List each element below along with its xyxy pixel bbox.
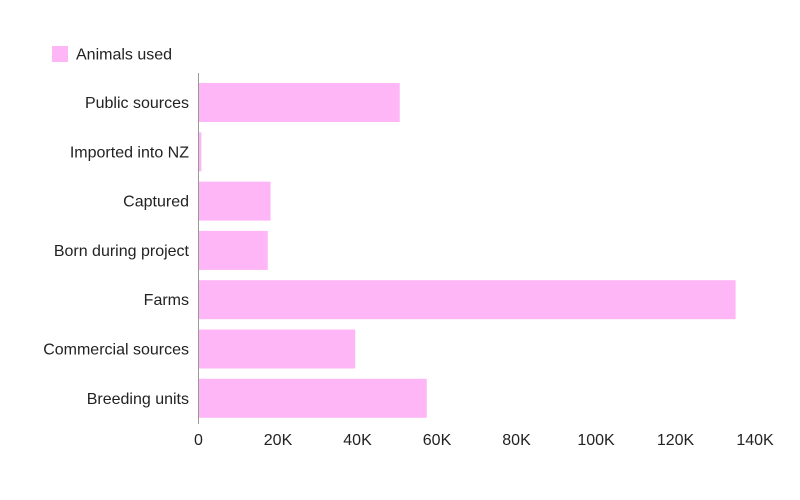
category-labels: Public sources Imported into NZ Captured Bo… [43,95,189,408]
category-label-commercial-sources: Commercial sources [43,342,189,359]
category-label-born-during-project: Born during project [54,243,190,260]
bar-born-during-project [199,230,268,270]
x-tick-label: 140K [736,432,774,449]
bar-imported-into-nz [199,132,202,172]
x-axis-tick-labels: 0 20K 40K 60K 80K 100K 120K 140K [194,432,774,449]
category-label-farms: Farms [144,292,189,309]
x-tick-label: 0 [194,432,203,449]
category-label-imported-into-nz: Imported into NZ [70,144,189,161]
legend: Animals used [52,46,172,64]
bar-breeding-units [199,378,427,418]
category-label-captured: Captured [123,194,189,211]
x-tick-label: 20K [264,432,293,449]
x-tick-label: 80K [502,432,531,449]
category-label-public-sources: Public sources [85,95,189,112]
x-tick-label: 100K [577,432,615,449]
x-tick-label: 120K [657,432,695,449]
bar-farms [199,280,736,320]
legend-swatch-animals-used [52,46,68,62]
bar-public-sources [199,83,400,122]
x-tick-label: 40K [343,432,372,449]
bar-commercial-sources [199,329,356,369]
bars-group [199,83,736,418]
category-label-breeding-units: Breeding units [87,391,189,408]
bar-captured [199,181,271,221]
x-tick-label: 60K [423,432,452,449]
legend-label-animals-used: Animals used [76,47,172,64]
